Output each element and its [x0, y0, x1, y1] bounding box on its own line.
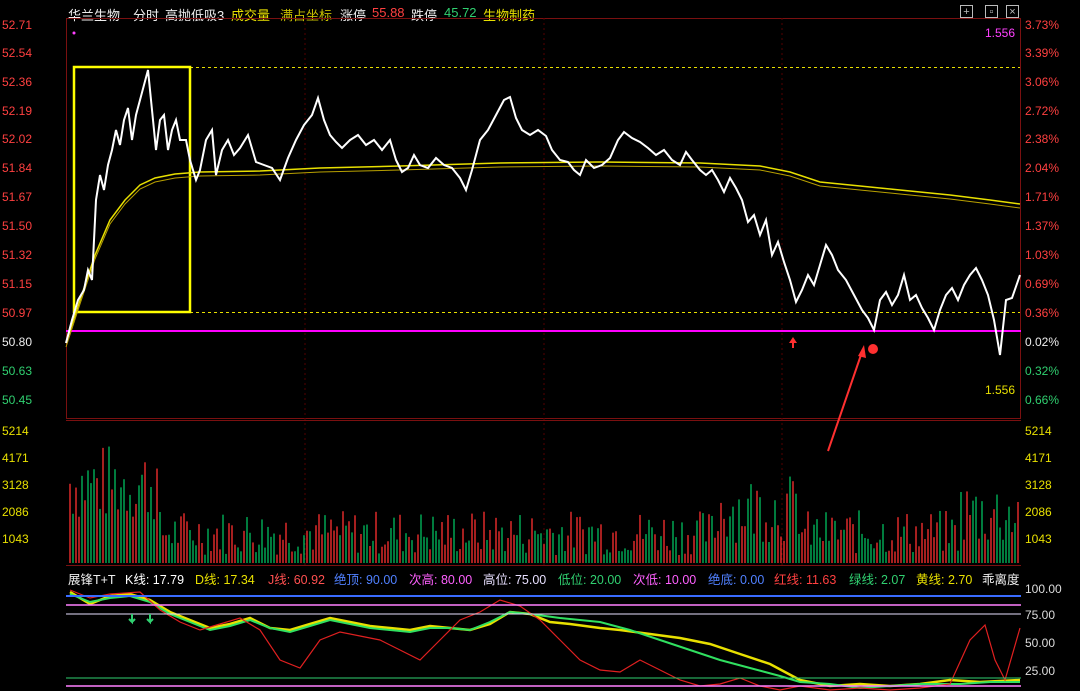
red-line-value: 红线: 11.63: [774, 573, 837, 587]
indicator-tick: 75.00: [1025, 608, 1056, 622]
low-value: 低位: 20.00: [558, 573, 622, 587]
price-tick: 52.71: [2, 18, 33, 32]
limit-down-value: 45.72: [444, 5, 477, 20]
pct-tick: 0.32%: [1025, 364, 1060, 378]
yellow-line-value: 黄线: 2.70: [916, 573, 973, 587]
pct-tick: 3.39%: [1025, 46, 1060, 60]
green-indicator-line: [69, 593, 1020, 690]
volume-tick: 1043: [1025, 532, 1052, 546]
indicator-tick: 25.00: [1025, 664, 1056, 678]
price-tick: 51.67: [2, 190, 33, 204]
price-tick: 51.50: [2, 219, 33, 233]
down-arrow-icon: [128, 614, 136, 625]
price-tick: 51.15: [2, 277, 33, 291]
green-line-value: 绿线: 2.07: [849, 573, 906, 587]
volume-label[interactable]: 成交量: [231, 8, 271, 23]
expand-icon[interactable]: +: [960, 5, 973, 18]
sector-label[interactable]: 生物制药: [483, 8, 536, 23]
volume-tick: 3128: [1025, 478, 1052, 492]
pct-tick: 0.66%: [1025, 393, 1060, 407]
abs-top-value: 绝顶: 90.00: [334, 573, 398, 587]
d-line-value: D线: 17.34: [195, 573, 255, 587]
down-arrow-icon: [146, 614, 154, 625]
price-line-group: [65, 69, 1021, 356]
full-coord-label[interactable]: 满占坐标: [280, 8, 333, 23]
chart-header: 华兰生物 分时 高抛低吸3 成交量 满占坐标 涨停 55.88 跌停 45.72…: [0, 0, 1080, 26]
yellow-indicator-line: [69, 590, 1021, 688]
pct-tick: 0.02%: [1025, 335, 1060, 349]
pct-tick: 1.71%: [1025, 190, 1060, 204]
volume-tick: 3128: [2, 478, 29, 492]
up-arrow-icon: [789, 337, 797, 348]
pct-tick: 1.03%: [1025, 248, 1060, 262]
indicator-tick: 100.00: [1025, 582, 1062, 596]
volume-tick: 5214: [1025, 424, 1052, 438]
volume-tick: 4171: [2, 451, 29, 465]
volume-tick: 5214: [2, 424, 29, 438]
price-line: [65, 69, 1021, 356]
pct-tick: 3.06%: [1025, 75, 1060, 89]
pct-tick: 2.38%: [1025, 132, 1060, 146]
volume-tick: 1043: [2, 532, 29, 546]
abs-bottom-value: 绝底: 0.00: [708, 573, 765, 587]
price-tick: 52.19: [2, 104, 33, 118]
price-tick: 52.02: [2, 132, 33, 146]
close-icon[interactable]: ×: [1006, 5, 1019, 18]
indicator-name[interactable]: 高抛低吸3: [165, 8, 225, 23]
pct-tick: 3.73%: [1025, 18, 1060, 32]
sub-low-value: 次低: 10.00: [633, 573, 697, 587]
pct-tick: 1.37%: [1025, 219, 1060, 233]
tab-timeshare[interactable]: 分时: [133, 8, 160, 23]
volume-tick: 2086: [2, 505, 29, 519]
highlight-box: [72, 65, 192, 314]
indicator-tick: 50.00: [1025, 636, 1056, 650]
price-tick: 51.32: [2, 248, 33, 262]
pct-tick: 2.72%: [1025, 104, 1060, 118]
pct-tick: 0.69%: [1025, 277, 1060, 291]
bias-label: 乖离度: [982, 573, 1020, 587]
price-tick: 50.80: [2, 335, 33, 349]
sub-high-value: 次高: 80.00: [409, 573, 473, 587]
indicator-lines: [69, 589, 1021, 691]
signal-dot-icon: [868, 344, 878, 354]
settings-icon[interactable]: ▫: [985, 5, 998, 18]
j-line-value: J线: 60.92: [268, 573, 325, 587]
volume-tick: 2086: [1025, 505, 1052, 519]
k-line-value: K线: 17.79: [125, 573, 185, 587]
limit-up-label: 涨停: [340, 8, 367, 23]
value-bottom-right: 1.556: [985, 383, 1016, 397]
volume-bars: [69, 446, 1019, 563]
price-tick: 50.97: [2, 306, 33, 320]
stock-name[interactable]: 华兰生物: [68, 8, 121, 23]
price-tick: 52.36: [2, 75, 33, 89]
price-tick: 51.84: [2, 161, 33, 175]
annotation-arrowhead-icon: [858, 345, 866, 358]
price-tick: 50.63: [2, 364, 33, 378]
grid-lines: [304, 18, 783, 565]
price-tick: 52.54: [2, 46, 33, 60]
price-tick: 50.45: [2, 393, 33, 407]
high-value: 高位: 75.00: [483, 573, 547, 587]
pct-tick: 2.04%: [1025, 161, 1060, 175]
red-indicator-line: [69, 589, 1021, 691]
annotation-arrow: [827, 351, 863, 452]
limit-down-label: 跌停: [411, 8, 438, 23]
limit-up-value: 55.88: [372, 5, 405, 20]
volume-tick: 4171: [1025, 451, 1052, 465]
magenta-dot-icon: [72, 31, 76, 35]
indicator-title[interactable]: 展锋T+T: [68, 573, 116, 587]
value-top-right: 1.556: [985, 26, 1016, 40]
pct-tick: 0.36%: [1025, 306, 1060, 320]
